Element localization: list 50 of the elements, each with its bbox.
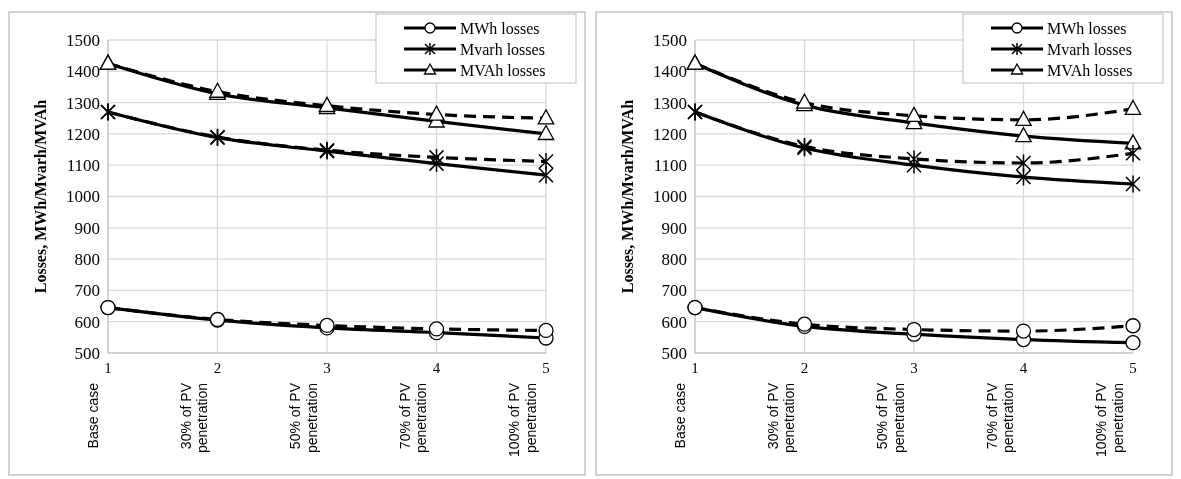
text: 30% of PV penetration — [177, 382, 211, 454]
x-tick-label: 3 — [323, 360, 331, 376]
text: 30% of PV penetration — [764, 382, 798, 454]
text: Base case — [85, 382, 101, 449]
y-tick-label: 1200 — [653, 124, 687, 144]
x-tick-label: 2 — [213, 360, 222, 376]
y-tick-label: 1000 — [66, 187, 100, 207]
text: 100% of PV penetration — [506, 382, 539, 457]
legend-label: MWh losses — [460, 19, 540, 37]
y-tick-label: 600 — [74, 312, 100, 332]
x-tick-label: 1 — [691, 360, 699, 376]
legend-label: MVAh losses — [1047, 61, 1133, 79]
y-tick-label: 900 — [661, 218, 687, 238]
y-tick-label: 800 — [74, 250, 100, 270]
y-axis-title: Losses, MWh/Mvarh/MVAh — [32, 99, 49, 294]
y-tick-label: 600 — [661, 312, 687, 332]
x-tick-label: 5 — [542, 360, 550, 376]
text: 70% of PV penetration — [396, 382, 430, 454]
y-axis-title: Losses, MWh/Mvarh/MVAh — [619, 99, 636, 294]
y-tick-label: 1100 — [653, 156, 687, 176]
y-tick-label: 700 — [74, 281, 100, 301]
y-tick-label: 1100 — [66, 156, 100, 176]
y-tick-label: 1300 — [653, 93, 687, 113]
y-tick-label: 1400 — [66, 62, 100, 82]
x-tick-label: 5 — [1129, 360, 1137, 376]
y-tick-label: 900 — [74, 218, 100, 238]
y-tick-label: 500 — [74, 343, 100, 363]
text: 70% of PV penetration — [983, 382, 1017, 454]
y-tick-label: 800 — [661, 250, 687, 270]
y-tick-label: 1000 — [653, 187, 687, 207]
x-tick-label: 2 — [800, 360, 809, 376]
legend-label: Mvarh losses — [1047, 40, 1132, 58]
legend-label: MWh losses — [1047, 19, 1127, 37]
y-tick-label: 500 — [661, 343, 687, 363]
text: 50% of PV penetration — [874, 382, 907, 454]
legend-label: MVAh losses — [460, 61, 546, 79]
x-tick-label: 4 — [1019, 360, 1028, 376]
x-tick-label: 3 — [910, 360, 918, 376]
y-tick-label: 700 — [661, 281, 687, 301]
text: 100% of PV penetration — [1093, 382, 1126, 457]
y-tick-label: 1200 — [66, 124, 100, 144]
y-tick-label: 1500 — [653, 30, 687, 50]
y-tick-label: 1500 — [66, 30, 100, 50]
x-tick-label: 4 — [432, 360, 441, 376]
legend-label: Mvarh losses — [460, 40, 545, 58]
y-tick-label: 1400 — [653, 62, 687, 82]
y-tick-label: 1300 — [66, 93, 100, 113]
x-tick-label: 1 — [104, 360, 112, 376]
text: 50% of PV penetration — [287, 382, 320, 454]
text: Base case — [672, 382, 688, 449]
